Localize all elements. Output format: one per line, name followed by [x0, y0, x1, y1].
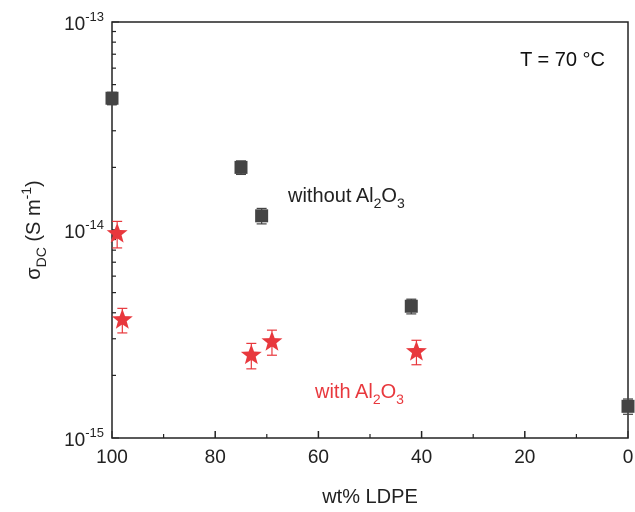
x-tick-label: 100 — [96, 447, 128, 468]
series-with — [106, 220, 427, 370]
y-axis-label: σDC (S m-1) — [18, 180, 49, 279]
data-point-star — [111, 308, 133, 329]
data-point-square — [404, 299, 418, 313]
y-tick-label: 10-13 — [64, 9, 104, 35]
data-point-square — [621, 399, 635, 413]
y-tick-label: 10-15 — [64, 425, 104, 451]
x-tick-label: 20 — [514, 447, 535, 468]
temperature-annotation: T = 70 °C — [520, 49, 605, 71]
data-point-square — [234, 160, 248, 174]
data-point-star — [405, 340, 427, 361]
x-tick-label: 0 — [623, 447, 634, 468]
data-point-star — [261, 330, 283, 351]
data-point-star — [106, 222, 128, 243]
x-tick-label: 40 — [411, 447, 432, 468]
x-tick-label: 80 — [205, 447, 226, 468]
series-label-without-al2o3: without Al2O3 — [287, 185, 405, 211]
x-tick-label: 60 — [308, 447, 329, 468]
data-point-star — [240, 344, 262, 365]
y-tick-label: 10-14 — [64, 217, 104, 243]
data-point-square — [105, 91, 119, 105]
x-axis-label: wt% LDPE — [321, 486, 418, 508]
plot-frame — [111, 21, 629, 439]
series-label-with-al2o3: with Al2O3 — [314, 381, 404, 407]
x-axis-ticks: 100 80 60 40 20 0 — [96, 431, 633, 468]
data-point-square — [255, 209, 269, 223]
data-marks — [105, 91, 635, 415]
y-axis-ticks: 10-13 10-14 10-15 — [64, 9, 119, 451]
series-without — [105, 91, 635, 415]
